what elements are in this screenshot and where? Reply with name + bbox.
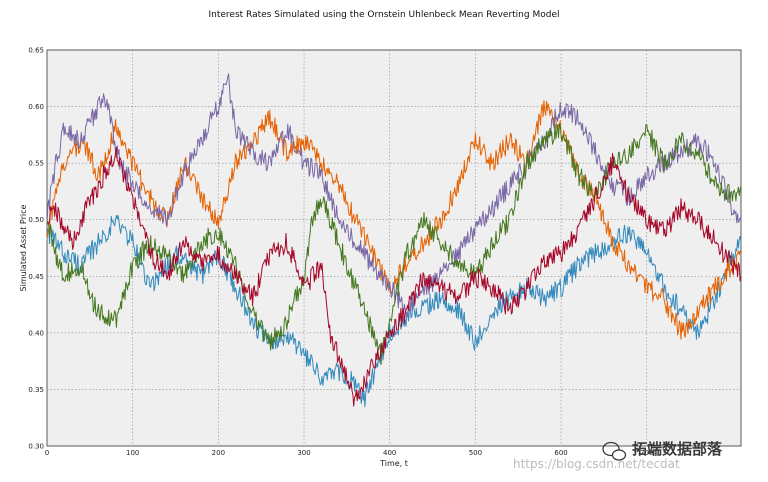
watermark-brand: 拓端数据部落: [632, 440, 723, 458]
x-axis-label: Time, t: [379, 459, 408, 468]
series-layer: [46, 73, 742, 408]
x-tick-label: 200: [212, 449, 225, 457]
y-tick-label: 0.60: [28, 103, 44, 111]
series-4-green: [46, 123, 742, 366]
chart-title: Interest Rates Simulated using the Ornst…: [209, 10, 560, 20]
y-axis-label: Simulated Asset Price: [19, 204, 28, 291]
wechat-icon: [602, 441, 627, 461]
x-tick-label: 100: [126, 449, 139, 457]
y-tick-label: 0.65: [28, 47, 44, 55]
y-tick-label: 0.45: [28, 273, 44, 281]
x-tick-labels: 0 100 200 300 400 500 600 700: [45, 449, 654, 457]
y-tick-label: 0.50: [28, 216, 44, 224]
y-tick-labels: 0.30 0.35 0.40 0.45 0.50 0.55 0.60 0.65: [28, 47, 44, 451]
y-tick-label: 0.35: [28, 386, 44, 394]
y-tick-label: 0.40: [28, 329, 44, 337]
y-tick-label: 0.55: [28, 160, 44, 168]
watermark-url: https://blog.csdn.net/tecdat: [513, 457, 680, 471]
grid-x: [132, 50, 648, 446]
x-tick-label: 700: [640, 449, 653, 457]
series-1-blue: [46, 214, 742, 408]
series-5-red: [46, 146, 742, 407]
x-tick-label: 500: [469, 449, 482, 457]
x-tick-label: 600: [554, 449, 567, 457]
watermark: https://blog.csdn.net/tecdat 拓端数据部落: [513, 440, 723, 471]
x-tick-label: 300: [297, 449, 310, 457]
y-tick-label: 0.30: [28, 443, 44, 451]
x-tick-label: 400: [383, 449, 396, 457]
x-tick-label: 0: [45, 449, 49, 457]
